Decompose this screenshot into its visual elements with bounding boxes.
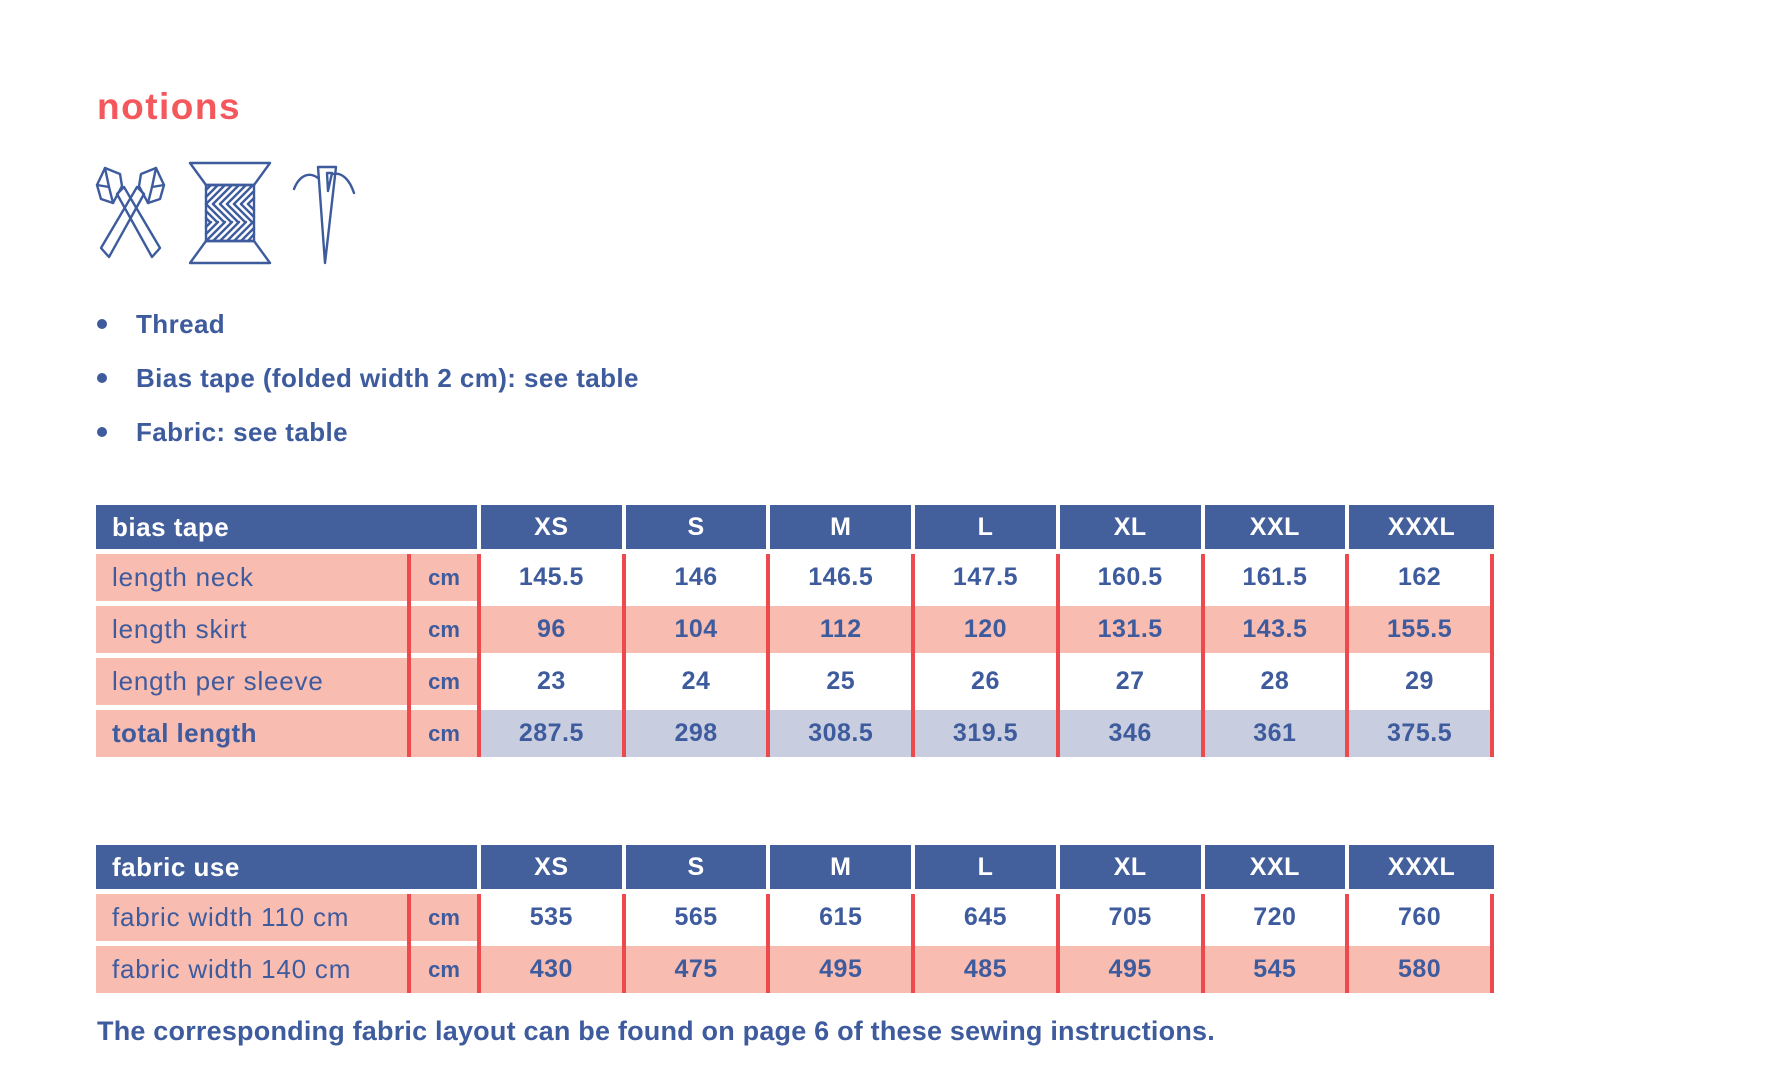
value-cell: 96 — [481, 606, 622, 653]
table-row: length neck cm 145.5 146 146.5 147.5 160.5 161.… — [96, 554, 1494, 601]
value-cell: 147.5 — [915, 554, 1056, 601]
value-cell: 161.5 — [1204, 554, 1346, 601]
table-header-row: bias tape XS S M L XL XXL XXXL — [96, 505, 1494, 549]
table-row: fabric width 140 cm cm 430 475 495 485 495 545 5… — [96, 946, 1494, 993]
size-header-xxxl: XXXL — [1349, 505, 1494, 549]
notions-icons — [93, 161, 356, 267]
size-header-xxl: XXL — [1204, 505, 1346, 549]
value-cell: 145.5 — [481, 554, 622, 601]
size-header-xl: XL — [1059, 845, 1201, 889]
value-cell: 146.5 — [770, 554, 912, 601]
unit-cell: cm — [411, 946, 477, 993]
fabric-use-table: fabric use XS S M L XL XXL XXXL fabric width 110… — [96, 845, 1494, 993]
list-item-label: Thread — [136, 308, 226, 339]
notions-list: Thread Bias tape (folded width 2 cm): se… — [97, 301, 639, 463]
value-cell: 319.5 — [915, 710, 1056, 757]
value-cell: 720 — [1204, 894, 1346, 941]
bullet-icon — [97, 427, 107, 437]
value-cell: 25 — [770, 658, 912, 705]
scissors-icon — [95, 166, 166, 259]
value-cell: 705 — [1059, 894, 1201, 941]
size-header-l: L — [915, 505, 1056, 549]
value-cell: 29 — [1349, 658, 1490, 705]
bullet-icon — [97, 319, 107, 329]
size-header-m: M — [770, 505, 912, 549]
table-row: total length cm 287.5 298 308.5 319.5 346 361 37… — [96, 710, 1494, 757]
unit-cell: cm — [411, 710, 477, 757]
value-cell: 475 — [625, 946, 767, 993]
footer-note: The corresponding fabric layout can be f… — [97, 1016, 1215, 1046]
value-cell: 495 — [1059, 946, 1201, 993]
table-title-cell: fabric use — [96, 845, 477, 889]
size-header-xs: XS — [481, 505, 622, 549]
value-cell: 23 — [481, 658, 622, 705]
table-body: fabric width 110 cm cm 535 565 615 645 705 720 7… — [96, 894, 1494, 993]
table-header-row: fabric use XS S M L XL XXL XXXL — [96, 845, 1494, 889]
table-row: length per sleeve cm 23 24 25 26 27 28 29 — [96, 658, 1494, 705]
value-cell: 361 — [1204, 710, 1346, 757]
size-header-s: S — [625, 845, 767, 889]
value-cell: 298 — [625, 710, 767, 757]
row-label-cell: length per sleeve — [96, 658, 407, 705]
needle-thread-icon — [292, 165, 356, 265]
value-cell: 580 — [1349, 946, 1490, 993]
bullet-icon — [97, 373, 107, 383]
size-header-s: S — [625, 505, 767, 549]
value-cell: 160.5 — [1059, 554, 1201, 601]
value-cell: 27 — [1059, 658, 1201, 705]
value-cell: 760 — [1349, 894, 1490, 941]
value-cell: 346 — [1059, 710, 1201, 757]
value-cell: 155.5 — [1349, 606, 1490, 653]
row-label-cell: length neck — [96, 554, 407, 601]
value-cell: 495 — [770, 946, 912, 993]
row-label-cell: total length — [96, 710, 407, 757]
value-cell: 308.5 — [770, 710, 912, 757]
size-header-m: M — [770, 845, 912, 889]
value-cell: 430 — [481, 946, 622, 993]
table-row: length skirt cm 96 104 112 120 131.5 143.5 155.5 — [96, 606, 1494, 653]
value-cell: 375.5 — [1349, 710, 1490, 757]
value-cell: 535 — [481, 894, 622, 941]
row-label-cell: fabric width 110 cm — [96, 894, 407, 941]
list-item: Thread — [97, 301, 639, 347]
value-cell: 112 — [770, 606, 912, 653]
list-item-label: Bias tape (folded width 2 cm): see table — [136, 362, 639, 393]
unit-cell: cm — [411, 554, 477, 601]
value-cell: 28 — [1204, 658, 1346, 705]
value-cell: 131.5 — [1059, 606, 1201, 653]
value-cell: 485 — [915, 946, 1056, 993]
page-title: notions — [97, 86, 242, 127]
list-item: Fabric: see table — [97, 409, 639, 455]
bias-tape-table: bias tape XS S M L XL XXL XXXL length neck cm 145.… — [96, 505, 1494, 757]
row-label-cell: fabric width 140 cm — [96, 946, 407, 993]
table-title-cell: bias tape — [96, 505, 477, 549]
size-header-xxl: XXL — [1204, 845, 1346, 889]
size-header-xxxl: XXXL — [1349, 845, 1494, 889]
unit-cell: cm — [411, 894, 477, 941]
unit-cell: cm — [411, 658, 477, 705]
size-header-xl: XL — [1059, 505, 1201, 549]
value-cell: 162 — [1349, 554, 1490, 601]
list-item: Bias tape (folded width 2 cm): see table — [97, 355, 639, 401]
list-item-label: Fabric: see table — [136, 416, 348, 447]
value-cell: 615 — [770, 894, 912, 941]
thread-spool-icon — [188, 161, 272, 265]
row-label-cell: length skirt — [96, 606, 407, 653]
table-row: fabric width 110 cm cm 535 565 615 645 705 720 7… — [96, 894, 1494, 941]
size-header-l: L — [915, 845, 1056, 889]
value-cell: 143.5 — [1204, 606, 1346, 653]
value-cell: 565 — [625, 894, 767, 941]
value-cell: 26 — [915, 658, 1056, 705]
value-cell: 146 — [625, 554, 767, 601]
size-header-xs: XS — [481, 845, 622, 889]
table-body: length neck cm 145.5 146 146.5 147.5 160.5 161.… — [96, 554, 1494, 757]
value-cell: 104 — [625, 606, 767, 653]
value-cell: 120 — [915, 606, 1056, 653]
unit-cell: cm — [411, 606, 477, 653]
value-cell: 545 — [1204, 946, 1346, 993]
value-cell: 645 — [915, 894, 1056, 941]
value-cell: 287.5 — [481, 710, 622, 757]
value-cell: 24 — [625, 658, 767, 705]
